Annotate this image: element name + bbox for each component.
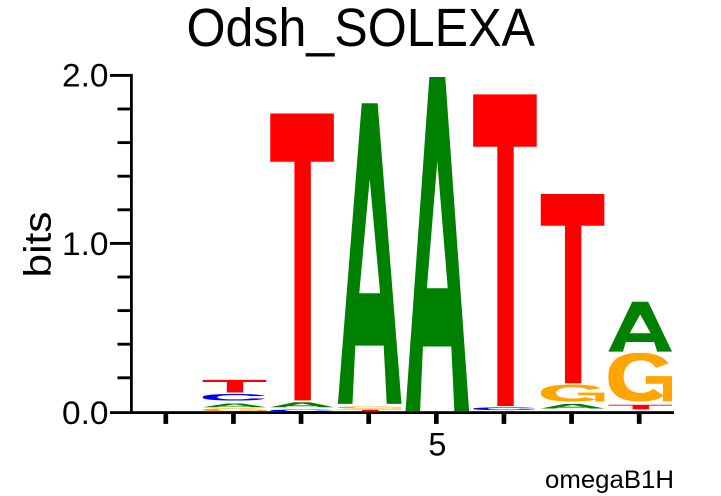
svg-text:Odsh_SOLEXA: Odsh_SOLEXA (187, 0, 536, 58)
svg-text:5: 5 (428, 427, 446, 463)
svg-text:bits: bits (16, 212, 58, 278)
svg-text:0.0: 0.0 (62, 395, 109, 431)
svg-text:omegaB1H: omegaB1H (545, 466, 674, 494)
svg-text:2.0: 2.0 (62, 57, 109, 93)
svg-text:1.0: 1.0 (62, 226, 109, 262)
